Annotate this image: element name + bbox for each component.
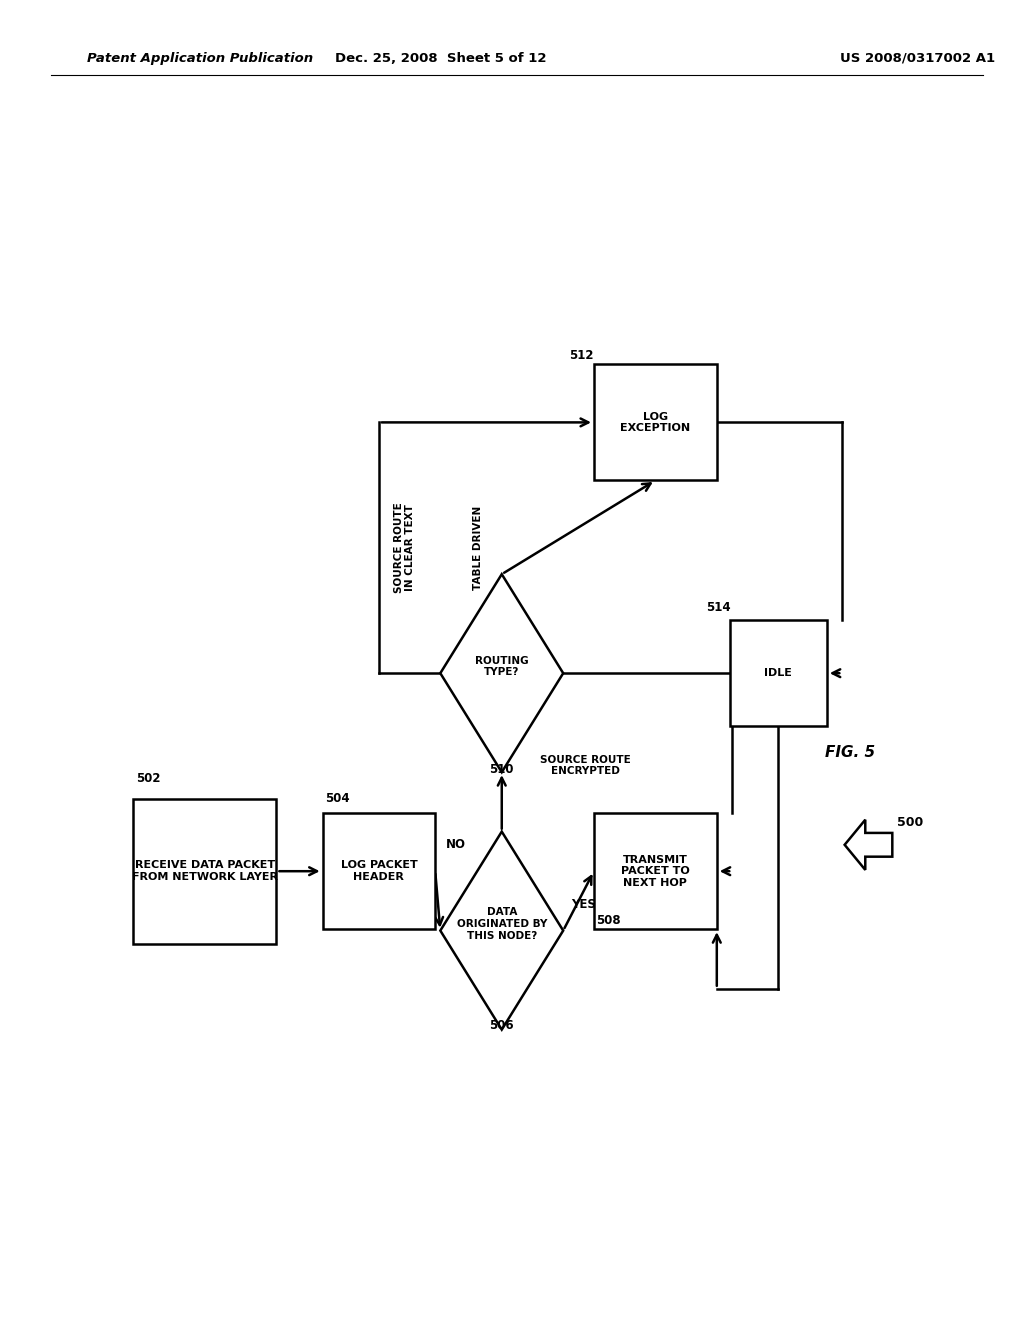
Text: Dec. 25, 2008  Sheet 5 of 12: Dec. 25, 2008 Sheet 5 of 12 xyxy=(335,51,546,65)
Text: 504: 504 xyxy=(325,792,349,805)
Text: 512: 512 xyxy=(569,348,594,362)
Bar xyxy=(594,813,717,929)
Text: ROUTING
TYPE?: ROUTING TYPE? xyxy=(475,656,528,677)
Text: 510: 510 xyxy=(489,763,514,776)
Text: TABLE DRIVEN: TABLE DRIVEN xyxy=(473,506,483,590)
Text: SOURCE ROUTE
IN CLEAR TEXT: SOURCE ROUTE IN CLEAR TEXT xyxy=(393,503,416,593)
Text: Patent Application Publication: Patent Application Publication xyxy=(87,51,313,65)
Text: 502: 502 xyxy=(136,772,161,785)
Text: LOG PACKET
HEADER: LOG PACKET HEADER xyxy=(341,861,417,882)
Text: TRANSMIT
PACKET TO
NEXT HOP: TRANSMIT PACKET TO NEXT HOP xyxy=(621,854,690,888)
Text: RECEIVE DATA PACKET
FROM NETWORK LAYER: RECEIVE DATA PACKET FROM NETWORK LAYER xyxy=(132,861,278,882)
Text: 514: 514 xyxy=(707,601,731,614)
Bar xyxy=(133,799,276,944)
Text: FIG. 5: FIG. 5 xyxy=(825,744,874,760)
Text: NO: NO xyxy=(445,838,466,851)
Polygon shape xyxy=(440,574,563,772)
Text: LOG
EXCEPTION: LOG EXCEPTION xyxy=(621,412,690,433)
Text: 508: 508 xyxy=(596,913,621,927)
Bar xyxy=(594,364,717,480)
Text: US 2008/0317002 A1: US 2008/0317002 A1 xyxy=(840,51,994,65)
Text: YES: YES xyxy=(571,898,596,911)
Text: SOURCE ROUTE
ENCRYPTED: SOURCE ROUTE ENCRYPTED xyxy=(541,755,631,776)
Polygon shape xyxy=(440,832,563,1030)
Bar xyxy=(729,620,827,726)
Text: IDLE: IDLE xyxy=(764,668,793,678)
Bar xyxy=(323,813,435,929)
Text: DATA
ORIGINATED BY
THIS NODE?: DATA ORIGINATED BY THIS NODE? xyxy=(457,907,547,941)
Text: 500: 500 xyxy=(897,816,924,829)
Polygon shape xyxy=(845,820,892,870)
Text: 506: 506 xyxy=(489,1019,514,1032)
